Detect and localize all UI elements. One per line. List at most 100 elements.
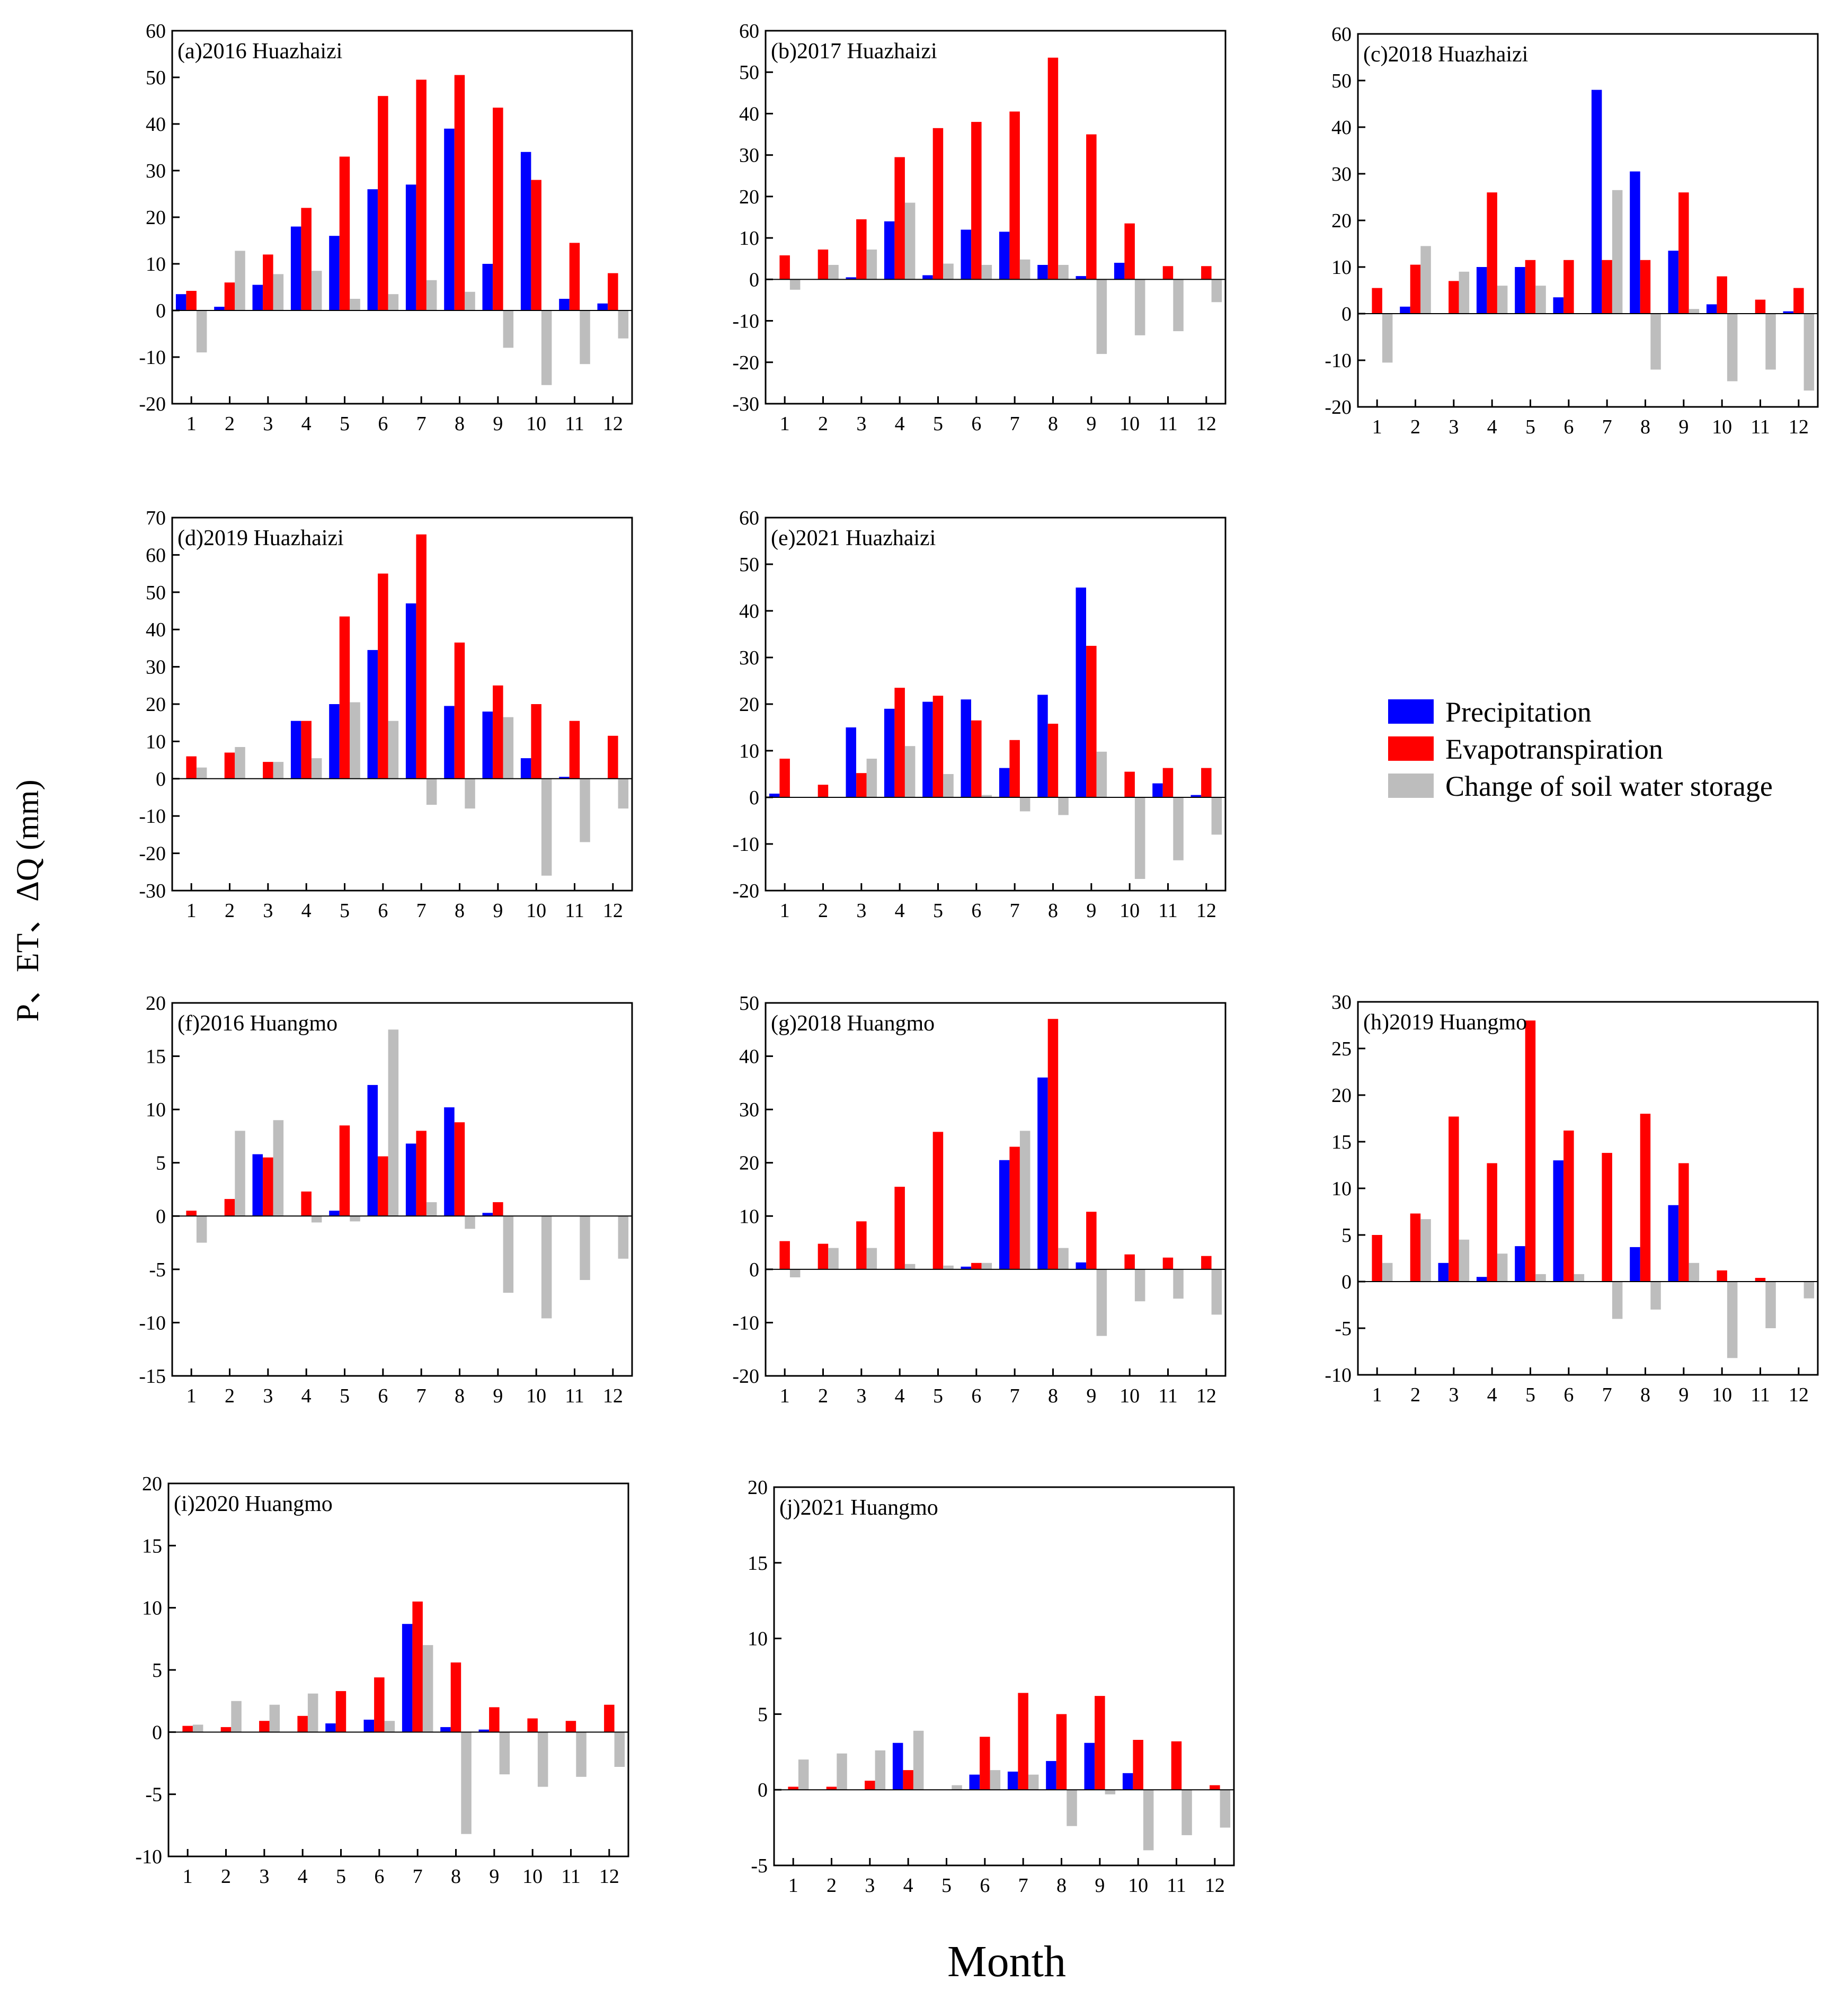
bar-precipitation-month-5	[325, 1723, 336, 1732]
bar-evapotranspiration-month-3	[263, 762, 273, 779]
bar-precipitation-month-5	[329, 1211, 340, 1216]
x-tick-label: 2	[818, 413, 828, 435]
y-tick-label: 20	[146, 992, 166, 1015]
bar-soil-water-month-7	[1612, 190, 1623, 314]
bar-soil-water-month-6	[981, 795, 992, 797]
x-tick-label: 8	[1640, 1384, 1650, 1406]
y-tick-label: 40	[739, 600, 759, 623]
bar-evapotranspiration-month-3	[1449, 1116, 1459, 1282]
bar-precipitation-month-4	[892, 1743, 903, 1790]
x-tick-label: 4	[895, 1385, 905, 1407]
x-tick-label: 11	[1751, 416, 1770, 438]
y-tick-label: 30	[1331, 163, 1352, 185]
plot-frame	[1357, 1001, 1819, 1376]
bar-evapotranspiration-month-2	[826, 1786, 837, 1790]
bar-precipitation-month-1	[175, 294, 186, 310]
bar-soil-water-month-7	[1612, 1282, 1623, 1319]
bar-soil-water-month-2	[1420, 246, 1431, 314]
x-tick-label: 11	[1158, 1385, 1178, 1407]
x-tick-label: 9	[493, 900, 503, 922]
bar-precipitation-month-11	[1152, 783, 1163, 797]
bar-precipitation-month-6	[961, 1266, 971, 1269]
y-tick-label: -10	[139, 805, 166, 828]
bar-evapotranspiration-month-7	[1018, 1693, 1028, 1790]
x-tick-label: 1	[186, 900, 197, 922]
x-tick-label: 9	[1095, 1874, 1105, 1897]
bar-soil-water-month-9	[1096, 1269, 1107, 1336]
bar-precipitation-month-8	[1630, 1247, 1640, 1282]
bar-soil-water-month-3	[1459, 1239, 1470, 1282]
bar-evapotranspiration-month-2	[1410, 1213, 1421, 1282]
bar-soil-water-month-11	[580, 778, 590, 842]
bar-soil-water-month-10	[541, 310, 552, 385]
x-tick-label: 3	[263, 413, 273, 435]
bar-evapotranspiration-month-3	[856, 219, 867, 280]
x-tick-label: 4	[301, 1385, 312, 1407]
y-tick-label: -10	[1325, 350, 1352, 372]
y-tick-label: 10	[1331, 256, 1352, 279]
bar-soil-water-month-1	[196, 767, 207, 779]
bar-soil-water-month-3	[273, 1120, 284, 1216]
bar-soil-water-month-3	[866, 250, 877, 280]
bar-soil-water-month-12	[614, 1732, 625, 1767]
bar-precipitation-month-3	[1438, 1263, 1449, 1282]
x-tick-label: 9	[1678, 416, 1689, 438]
y-tick-label: 30	[739, 1099, 759, 1121]
x-tick-label: 5	[340, 1385, 350, 1407]
bar-evapotranspiration-month-5	[339, 616, 350, 779]
bar-soil-water-month-7	[1019, 797, 1030, 812]
bar-precipitation-month-11	[559, 777, 570, 779]
bar-evapotranspiration-month-11	[1755, 299, 1766, 314]
bar-precipitation-month-8	[1037, 265, 1048, 280]
bar-soil-water-month-3	[866, 1248, 877, 1269]
x-tick-label: 8	[1056, 1874, 1067, 1897]
bar-precipitation-month-8	[444, 1107, 455, 1216]
x-tick-label: 4	[895, 413, 905, 435]
bar-evapotranspiration-month-6	[971, 720, 982, 797]
x-tick-label: 12	[1789, 1384, 1809, 1406]
x-tick-label: 1	[780, 1385, 790, 1407]
x-tick-label: 3	[259, 1865, 269, 1888]
plot-frame	[765, 1002, 1227, 1377]
bar-evapotranspiration-month-6	[378, 573, 388, 779]
bar-soil-water-month-1	[196, 1216, 207, 1243]
x-tick-label: 1	[186, 413, 197, 435]
bar-evapotranspiration-month-5	[1525, 1020, 1536, 1282]
bar-evapotranspiration-month-10	[1124, 1254, 1135, 1269]
bar-evapotranspiration-month-8	[1640, 260, 1651, 314]
bar-soil-water-month-12	[618, 1216, 629, 1259]
bar-precipitation-month-7	[405, 603, 416, 779]
bar-soil-water-month-1	[789, 279, 801, 290]
panel-title: (j)2021 Huangmo	[779, 1496, 938, 1520]
bar-evapotranspiration-month-9	[1086, 134, 1097, 280]
y-tick-label: 15	[142, 1535, 162, 1557]
y-tick-label: 50	[739, 992, 759, 1015]
bar-soil-water-month-2	[837, 1753, 847, 1790]
y-tick-label: 5	[156, 1152, 166, 1175]
bar-precipitation-month-2	[1400, 306, 1410, 314]
x-tick-label: 10	[522, 1865, 543, 1888]
bar-soil-water-month-8	[465, 1216, 475, 1229]
bar-evapotranspiration-month-5	[932, 1132, 944, 1269]
bar-precipitation-month-9	[1668, 251, 1678, 314]
bar-evapotranspiration-month-7	[416, 534, 427, 779]
bar-soil-water-month-1	[1382, 1263, 1393, 1282]
bar-evapotranspiration-month-2	[818, 1243, 829, 1269]
x-tick-label: 11	[1167, 1874, 1186, 1897]
x-tick-label: 2	[818, 1385, 828, 1407]
bar-evapotranspiration-month-4	[894, 157, 905, 280]
bar-precipitation-month-6	[961, 699, 971, 797]
bar-evapotranspiration-month-1	[788, 1786, 798, 1790]
plot-frame	[765, 30, 1227, 405]
bar-soil-water-month-6	[1574, 1274, 1585, 1282]
y-tick-label: 40	[739, 103, 759, 125]
bar-precipitation-month-9	[1084, 1743, 1095, 1790]
legend-label-evapotranspiration: Evapotranspiration	[1445, 733, 1663, 765]
bar-precipitation-month-5	[922, 701, 933, 797]
bar-precipitation-month-6	[1553, 1160, 1563, 1282]
x-tick-label: 11	[565, 413, 584, 435]
panel-title: (b)2017 Huazhaizi	[771, 39, 937, 64]
